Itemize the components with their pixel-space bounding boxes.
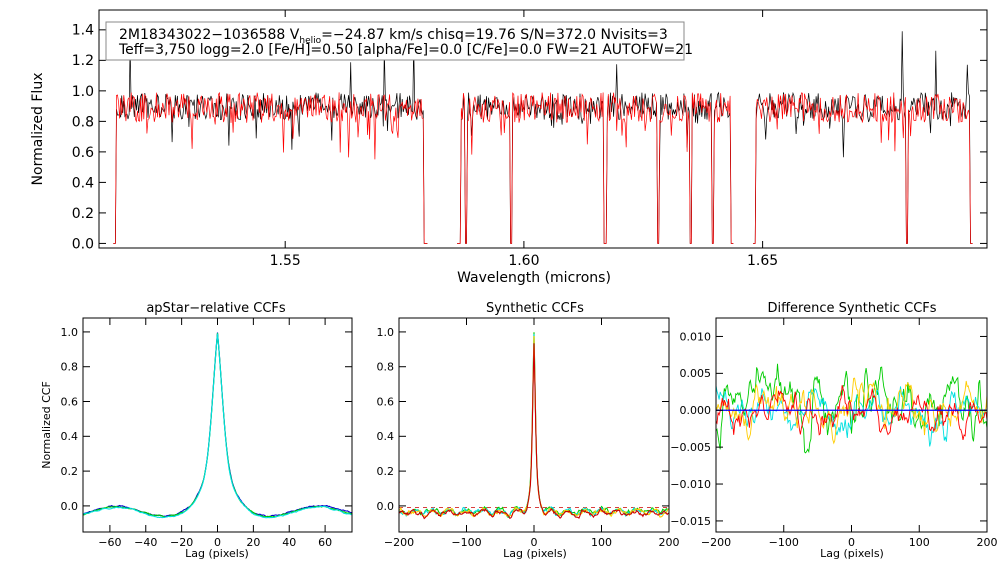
- x-tick-label: 40: [282, 536, 296, 549]
- x-tick-label: −60: [98, 536, 121, 549]
- y-tick-label: 1.0: [377, 326, 395, 339]
- spectrum-annotation-box: 2M18343022−1036588 Vhelio=−24.87 km/s ch…: [105, 21, 693, 61]
- annotation-frame: [105, 21, 685, 61]
- y-tick-label: 0.2: [377, 465, 395, 478]
- y-tick-label: 0.8: [72, 114, 94, 130]
- y-tick-label: 0.0: [61, 500, 79, 513]
- y-tick-label: 1.0: [61, 326, 79, 339]
- y-tick-label: 0.000: [680, 404, 712, 417]
- difference-ccf-panel: Difference Synthetic CCFs −200 −100 0 100 20…: [670, 301, 997, 560]
- ccf-series-line: [83, 332, 352, 518]
- apstar-ccf-plot-frame: [82, 317, 353, 533]
- x-tick-label: 200: [977, 536, 998, 549]
- x-tick-label: 0: [531, 536, 538, 549]
- y-tick-label: 1.4: [72, 23, 94, 39]
- ccf-series-line: [399, 335, 669, 518]
- y-tick-label: 1.0: [72, 84, 94, 100]
- x-tick-label: 20: [246, 536, 260, 549]
- difference-series-line: [716, 363, 987, 454]
- ccf-series-line: [399, 343, 669, 520]
- x-tick-label: 200: [659, 536, 680, 549]
- x-tick-label: −200: [701, 536, 731, 549]
- x-tick-label: −20: [170, 536, 193, 549]
- apstar-ccf-x-axis-label: Lag (pixels): [185, 547, 249, 560]
- difference-ccf-title: Difference Synthetic CCFs: [767, 301, 936, 316]
- y-tick-label: 0.4: [377, 430, 395, 443]
- y-tick-label: −0.005: [670, 441, 711, 454]
- x-tick-label: −100: [451, 536, 481, 549]
- y-tick-label: 0.6: [72, 145, 94, 161]
- y-tick-label: 0.010: [680, 330, 712, 343]
- spectrum-y-axis-label: Normalized Flux: [30, 73, 46, 186]
- synthetic-ccf-panel: Synthetic CCFs −200 −100 0 100 200 0.0 0.2 0.4 0…: [377, 301, 680, 560]
- difference-series-line: [716, 385, 987, 447]
- spectrum-plot-frame: [98, 9, 988, 249]
- spectrum-x-axis-label: Wavelength (microns): [457, 270, 611, 286]
- spectrum-series-line: [113, 91, 973, 244]
- x-tick-label: 60: [318, 536, 332, 549]
- x-tick-label: −40: [134, 536, 157, 549]
- synthetic-ccf-x-axis-label: Lag (pixels): [503, 547, 567, 560]
- difference-ccf-x-axis-label: Lag (pixels): [820, 547, 884, 560]
- y-tick-label: 1.2: [72, 53, 94, 69]
- y-tick-label: 0.6: [377, 395, 395, 408]
- ccf-series-line: [83, 332, 352, 518]
- x-tick-label: 1.65: [747, 253, 778, 269]
- annotation-line-1-end: =−24.87 km/s chisq=19.76 S/N=372.0 Nvisi…: [321, 27, 668, 43]
- y-tick-label: 0.4: [72, 175, 94, 191]
- apstar-ccf-title: apStar−relative CCFs: [146, 301, 286, 316]
- difference-series-line: [716, 377, 987, 445]
- x-tick-label: 0: [848, 536, 855, 549]
- y-tick-label: 0.4: [61, 430, 79, 443]
- annotation-line-1-start: 2M18343022−1036588 V: [119, 27, 300, 43]
- ccf-series-line: [83, 333, 352, 519]
- y-tick-label: 0.8: [377, 361, 395, 374]
- y-tick-label: 0.6: [61, 395, 79, 408]
- x-tick-label: −200: [384, 536, 414, 549]
- apstar-ccf-panel: apStar−relative CCFs −60 −40 −20 0 20 40 60 0.0…: [40, 301, 353, 560]
- y-tick-label: 0.8: [61, 361, 79, 374]
- x-tick-label: 0: [214, 536, 221, 549]
- x-tick-label: 1.55: [270, 253, 301, 269]
- x-tick-label: −100: [769, 536, 799, 549]
- y-tick-label: 0.2: [61, 465, 79, 478]
- annotation-line-2: Teff=3,750 logg=2.0 [Fe/H]=0.50 [alpha/F…: [118, 42, 693, 58]
- synthetic-ccf-title: Synthetic CCFs: [486, 301, 584, 316]
- y-tick-label: 0.0: [377, 500, 395, 513]
- x-tick-label: 1.60: [508, 253, 539, 269]
- y-tick-label: 0.0: [72, 236, 94, 252]
- annotation-line-1-subscript: helio: [299, 36, 321, 46]
- y-tick-label: 0.005: [680, 367, 712, 380]
- y-tick-label: −0.015: [670, 515, 711, 528]
- apstar-ccf-y-axis-label: Normalized CCF: [40, 381, 53, 469]
- annotation-line-1: 2M18343022−1036588 Vhelio=−24.87 km/s ch…: [119, 27, 668, 46]
- y-tick-label: −0.010: [670, 478, 711, 491]
- spectrum-series-line: [113, 31, 973, 244]
- spectrum-panel: 1.55 1.60 1.65 0.0 0.2 0.4 0.6 0.8 1.0 1.2 1.4 Wav…: [30, 9, 988, 286]
- x-tick-label: 100: [909, 536, 930, 549]
- x-tick-label: 100: [591, 536, 612, 549]
- y-tick-label: 0.2: [72, 206, 94, 222]
